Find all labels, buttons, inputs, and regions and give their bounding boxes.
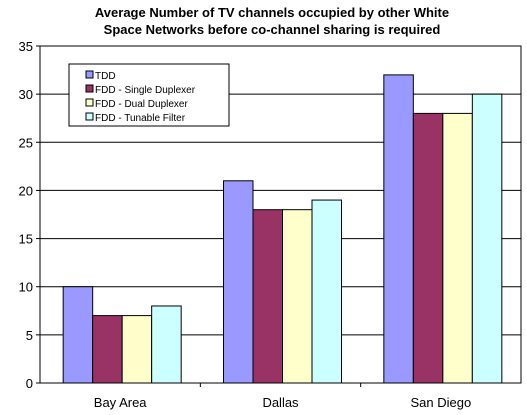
bar	[151, 305, 182, 384]
y-tick-label: 20	[19, 183, 33, 198]
bar	[62, 286, 94, 384]
y-tick-label: 10	[19, 280, 33, 295]
bar	[92, 315, 123, 384]
chart-title-line-2: Space Networks before co-channel sharing…	[104, 22, 441, 37]
bar	[252, 209, 283, 384]
bar	[282, 209, 313, 384]
y-tick-label: 0	[26, 376, 33, 391]
y-tick-label: 5	[26, 328, 33, 343]
axes	[39, 45, 522, 387]
legend-label: TDD	[95, 71, 116, 82]
bar	[311, 199, 342, 384]
legend: TDD FDD - Single Duplexer FDD - Dual Duple…	[68, 63, 230, 127]
y-tick-label: 15	[19, 232, 33, 247]
x-tick-label: Dallas	[262, 395, 299, 410]
bars	[62, 74, 503, 384]
legend-swatch	[85, 70, 94, 79]
x-tick-labels: Bay Area Dallas San Diego	[94, 395, 471, 410]
bar	[471, 93, 503, 384]
legend-swatch	[85, 98, 94, 107]
legend-label: FDD - Single Duplexer	[95, 85, 196, 96]
bar	[383, 74, 414, 384]
y-tick-label: 25	[19, 135, 33, 150]
y-tick-label: 30	[19, 87, 33, 102]
y-tick-labels: 0 5 10 15 20 25 30 35	[19, 39, 33, 391]
plot-frame	[39, 45, 522, 384]
legend-swatch	[85, 84, 94, 93]
legend-swatch	[85, 112, 94, 121]
x-tick-label: Bay Area	[94, 395, 148, 410]
bar	[121, 315, 153, 384]
bar	[223, 180, 254, 384]
y-tick-label: 35	[19, 39, 33, 54]
legend-box	[68, 63, 230, 127]
bar	[412, 112, 444, 384]
bar	[442, 112, 473, 384]
x-tick-label: San Diego	[410, 395, 471, 410]
chart-title-line-1: Average Number of TV channels occupied b…	[95, 5, 449, 20]
legend-label: FDD - Tunable Filter	[95, 113, 186, 124]
legend-label: FDD - Dual Duplexer	[95, 99, 188, 110]
